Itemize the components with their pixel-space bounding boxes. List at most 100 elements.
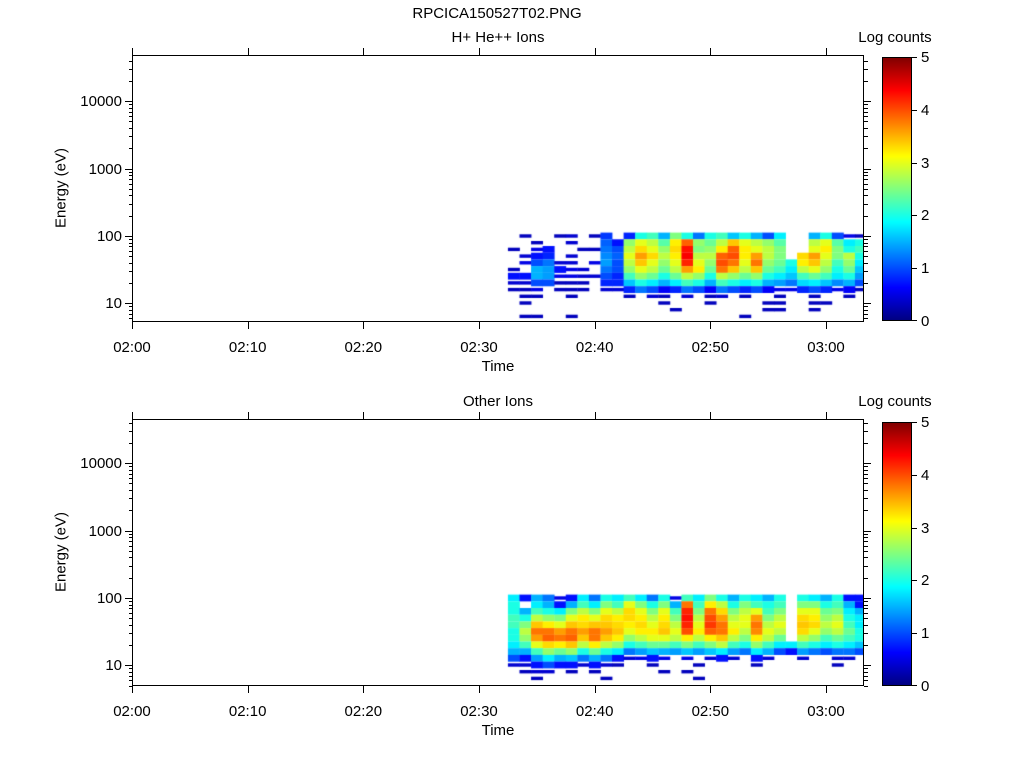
y-tick-left — [128, 195, 132, 197]
x-tick-bottom — [363, 322, 365, 329]
y-tick-right — [864, 116, 868, 118]
x-tick-top — [479, 48, 480, 55]
y-tick-left — [125, 303, 132, 305]
colorbar-tick — [912, 320, 917, 321]
colorbar-frame — [882, 422, 912, 686]
colorbar-top-label: Log counts — [858, 29, 932, 46]
y-tick-left — [128, 239, 132, 241]
colorbar-tick — [912, 109, 917, 111]
y-tick-left — [128, 309, 132, 311]
x-tick-top — [710, 48, 712, 55]
y-tick-right — [864, 306, 868, 308]
y-tick-right — [864, 179, 868, 181]
y-tick-left — [128, 557, 132, 559]
y-tick-left — [128, 618, 132, 620]
y-tick-right — [864, 318, 868, 320]
y-tick-right — [864, 612, 868, 614]
y-tick-left — [128, 203, 132, 205]
colorbar-tick — [912, 580, 917, 582]
y-tick-left — [128, 116, 132, 118]
y-tick-left — [128, 136, 132, 138]
colorbar-tick — [912, 268, 917, 270]
x-tick-top — [594, 412, 596, 419]
y-tick-right — [864, 148, 868, 150]
x-tick-label: 03:00 — [807, 703, 845, 720]
x-tick-bottom — [479, 686, 480, 693]
y-tick-left — [128, 313, 132, 315]
y-tick-right — [864, 466, 868, 468]
y-tick-left — [128, 111, 132, 113]
y-tick-right — [864, 510, 868, 512]
x-tick-bottom — [710, 686, 712, 693]
x-tick-bottom — [247, 322, 249, 329]
y-tick-left — [128, 466, 132, 468]
x-tick-bottom — [594, 686, 596, 693]
y-tick-right — [864, 541, 868, 543]
colorbar-tick-label: 2 — [921, 207, 930, 225]
y-tick-left — [128, 612, 132, 614]
y-tick-right — [864, 624, 868, 626]
x-tick-bottom — [710, 322, 712, 329]
y-tick-right — [864, 111, 868, 113]
y-tick-right — [864, 107, 868, 109]
x-tick-label: 02:50 — [691, 703, 730, 720]
y-tick-right — [864, 309, 868, 311]
y-tick-right — [864, 250, 868, 252]
y-tick-label: 10000 — [80, 455, 122, 473]
x-tick-label: 02:20 — [344, 339, 383, 356]
y-tick-label: 10 — [105, 295, 122, 313]
colorbar-tick-label: 5 — [921, 414, 930, 431]
x-tick-bottom — [363, 686, 365, 693]
y-tick-left — [128, 498, 132, 500]
x-tick-bottom — [479, 322, 480, 329]
x-tick-label: 02:10 — [228, 339, 267, 356]
y-tick-left — [125, 236, 132, 237]
x-tick-top — [247, 48, 249, 55]
y-tick-left — [125, 463, 132, 465]
y-tick-left — [128, 60, 132, 62]
x-tick-bottom — [247, 686, 249, 693]
x-tick-top — [826, 48, 828, 55]
y-tick-left — [125, 168, 132, 170]
colorbar-tick-label: 4 — [921, 466, 930, 484]
x-tick-label: 02:30 — [460, 339, 498, 356]
y-tick-left — [128, 469, 132, 471]
x-tick-top — [826, 412, 828, 419]
y-tick-left — [128, 668, 132, 670]
y-tick-left — [128, 680, 132, 682]
x-tick-label: 02:40 — [575, 339, 614, 356]
y-tick-right — [864, 313, 868, 315]
y-tick-left — [128, 246, 132, 248]
y-tick-right — [864, 565, 868, 567]
y-tick-right — [864, 183, 868, 185]
y-tick-left — [128, 148, 132, 150]
y-tick-left — [128, 550, 132, 552]
panel-top-title: H+ He++ Ions — [451, 29, 545, 46]
y-tick-right — [864, 431, 868, 433]
y-tick-right — [864, 442, 868, 444]
y-tick-left — [128, 175, 132, 177]
colorbar-tick-label: 3 — [921, 519, 930, 537]
y-tick-right — [864, 80, 868, 82]
y-tick-right — [864, 121, 868, 123]
y-tick-left — [128, 577, 132, 579]
y-tick-left — [128, 685, 132, 687]
x-tick-top — [479, 412, 480, 419]
y-tick-right — [864, 665, 871, 667]
y-tick-right — [864, 608, 868, 610]
y-tick-right — [864, 557, 868, 559]
y-tick-left — [128, 271, 132, 273]
y-tick-left — [128, 128, 132, 130]
y-tick-left — [125, 665, 132, 667]
y-tick-right — [864, 422, 868, 424]
spectrogram-canvas — [133, 56, 863, 321]
y-tick-right — [864, 668, 868, 670]
y-tick-left — [128, 671, 132, 673]
y-tick-right — [864, 483, 868, 485]
x-tick-top — [132, 412, 133, 419]
colorbar-canvas — [882, 422, 912, 686]
y-tick-left — [125, 598, 132, 599]
y-tick-label: 100 — [96, 590, 122, 607]
x-axis-label-bottom: Time — [481, 722, 515, 739]
x-tick-bottom — [132, 322, 133, 329]
